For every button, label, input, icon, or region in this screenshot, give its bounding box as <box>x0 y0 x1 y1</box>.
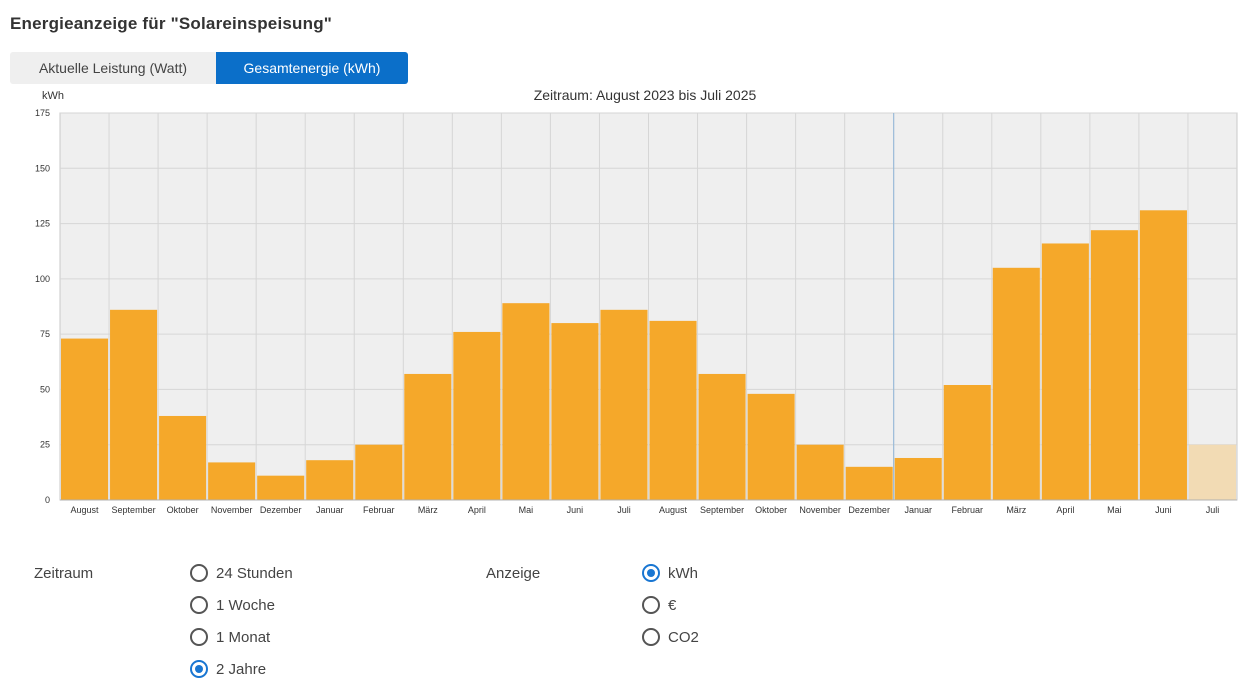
x-tick-label: September <box>112 505 156 515</box>
y-tick-label: 150 <box>35 163 50 173</box>
radio-option-2-jahre[interactable]: 2 Jahre <box>190 660 266 678</box>
y-tick-label: 25 <box>40 440 50 450</box>
bar <box>551 323 599 500</box>
y-tick-label: 75 <box>40 329 50 339</box>
y-tick-label: 50 <box>40 384 50 394</box>
bar <box>159 415 207 500</box>
bar <box>1139 210 1187 500</box>
bar <box>698 373 746 500</box>
x-tick-label: Juni <box>1155 505 1172 515</box>
x-tick-label: Oktober <box>167 505 199 515</box>
bar <box>649 320 697 500</box>
y-tick-label: 125 <box>35 219 50 229</box>
radio-option-kwh[interactable]: kWh <box>642 564 698 582</box>
zeitraum-label: Zeitraum <box>34 565 94 582</box>
radio-button[interactable] <box>190 628 208 646</box>
x-tick-label: August <box>71 505 100 515</box>
bar <box>453 331 501 500</box>
x-tick-label: August <box>659 505 688 515</box>
x-tick-label: April <box>1056 505 1074 515</box>
bar <box>992 267 1040 500</box>
radio-button[interactable] <box>190 564 208 582</box>
bar <box>796 444 844 500</box>
radio-button-checked[interactable] <box>190 660 208 678</box>
bar <box>943 385 991 500</box>
radio-option-24-stunden[interactable]: 24 Stunden <box>190 564 293 582</box>
x-tick-label: Juli <box>1206 505 1220 515</box>
radio-option-1-woche[interactable]: 1 Woche <box>190 596 275 614</box>
x-tick-label: April <box>468 505 486 515</box>
page-title: Energieanzeige für "Solareinspeisung" <box>10 14 333 33</box>
x-tick-label: November <box>799 505 841 515</box>
x-tick-label: November <box>211 505 253 515</box>
anzeige-label: Anzeige <box>486 565 541 582</box>
radio-button-checked[interactable] <box>642 564 660 582</box>
bar <box>1041 243 1089 500</box>
radio-option-1-monat[interactable]: 1 Monat <box>190 628 270 646</box>
bar <box>355 444 403 500</box>
tab-current-power[interactable]: Aktuelle Leistung (Watt) <box>10 52 216 84</box>
energy-bar-chart: Zeitraum: August 2023 bis Juli 2025 kWh … <box>35 87 1238 515</box>
x-tick-label: Dezember <box>260 505 302 515</box>
chart-options: Zeitraum 24 Stunden 1 Woche 1 Monat 2 Ja… <box>0 556 1253 684</box>
y-tick-label: 100 <box>35 274 50 284</box>
bar <box>306 460 354 500</box>
x-tick-label: Januar <box>904 505 932 515</box>
radio-button[interactable] <box>642 628 660 646</box>
bar <box>894 457 942 500</box>
x-tick-label: Dezember <box>848 505 890 515</box>
chart-title: Zeitraum: August 2023 bis Juli 2025 <box>534 87 757 103</box>
radio-label: € <box>668 596 677 614</box>
bar <box>845 466 893 500</box>
bar <box>257 475 305 500</box>
x-tick-label: Mai <box>519 505 534 515</box>
bar <box>404 373 452 500</box>
radio-label: 1 Monat <box>216 628 271 646</box>
x-tick-label: März <box>1006 505 1026 515</box>
bar <box>61 338 109 500</box>
view-tabs: Aktuelle Leistung (Watt) Gesamtenergie (… <box>10 52 408 84</box>
radio-option-co2[interactable]: CO2 <box>642 628 699 646</box>
radio-label: kWh <box>668 564 698 582</box>
x-tick-label: Oktober <box>755 505 787 515</box>
x-tick-label: Februar <box>363 505 395 515</box>
x-tick-label: September <box>700 505 744 515</box>
radio-label: 2 Jahre <box>216 660 267 678</box>
tab-total-energy[interactable]: Gesamtenergie (kWh) <box>216 52 408 84</box>
bar <box>1090 230 1138 500</box>
radio-button[interactable] <box>642 596 660 614</box>
bar <box>110 309 158 500</box>
radio-label: 24 Stunden <box>216 564 293 582</box>
bar <box>208 462 256 500</box>
x-tick-label: Mai <box>1107 505 1122 515</box>
radio-button[interactable] <box>190 596 208 614</box>
x-tick-label: Juni <box>567 505 584 515</box>
x-tick-label: Februar <box>952 505 984 515</box>
bar <box>747 393 795 500</box>
bar-current-month <box>1188 444 1236 500</box>
y-tick-label: 175 <box>35 108 50 118</box>
radio-label: 1 Woche <box>216 596 275 614</box>
x-tick-label: Juli <box>617 505 631 515</box>
radio-option-euro[interactable]: € <box>642 596 676 614</box>
y-axis-label: kWh <box>42 90 64 102</box>
energy-chart: Zeitraum: August 2023 bis Juli 2025 kWh … <box>0 84 1253 524</box>
x-tick-label: Januar <box>316 505 344 515</box>
radio-label: CO2 <box>668 628 699 646</box>
bar <box>502 303 550 500</box>
bar <box>600 309 648 500</box>
x-tick-label: März <box>418 505 438 515</box>
y-tick-label: 0 <box>45 495 50 505</box>
